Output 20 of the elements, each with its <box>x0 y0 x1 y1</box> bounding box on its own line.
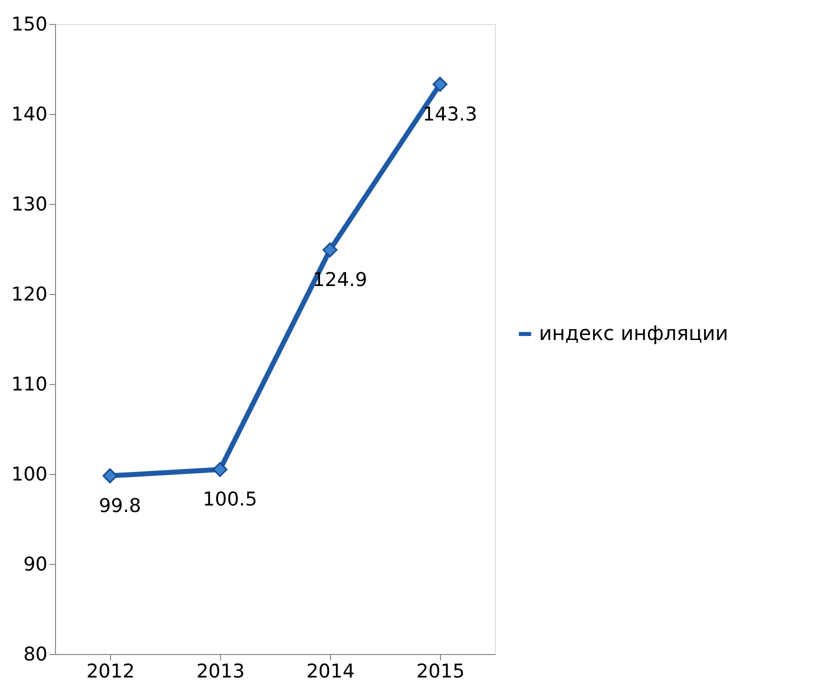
point <box>432 76 448 92</box>
x-tick-label: 2015 <box>416 660 465 682</box>
y-tick-label: 150 <box>11 14 48 36</box>
y-tick-label: 100 <box>11 464 48 486</box>
point <box>102 468 118 484</box>
x-tick-label: 2013 <box>196 660 245 682</box>
legend-label: индекс инфляции <box>539 321 728 345</box>
y-tick-label: 140 <box>11 104 48 126</box>
x-tick-label: 2014 <box>306 660 355 682</box>
y-tick-label: 120 <box>11 284 48 306</box>
data-label: 99.8 <box>98 494 142 517</box>
y-tick-label: 110 <box>11 374 48 396</box>
data-label: 100.5 <box>202 488 258 510</box>
y-tick-label: 90 <box>23 554 48 576</box>
x-tick-label: 2012 <box>86 660 135 682</box>
data-label: 143.3 <box>422 103 478 126</box>
y-tick-label: 80 <box>23 644 48 666</box>
point <box>212 462 228 477</box>
y-tick-label: 130 <box>11 194 48 216</box>
point <box>322 242 338 258</box>
